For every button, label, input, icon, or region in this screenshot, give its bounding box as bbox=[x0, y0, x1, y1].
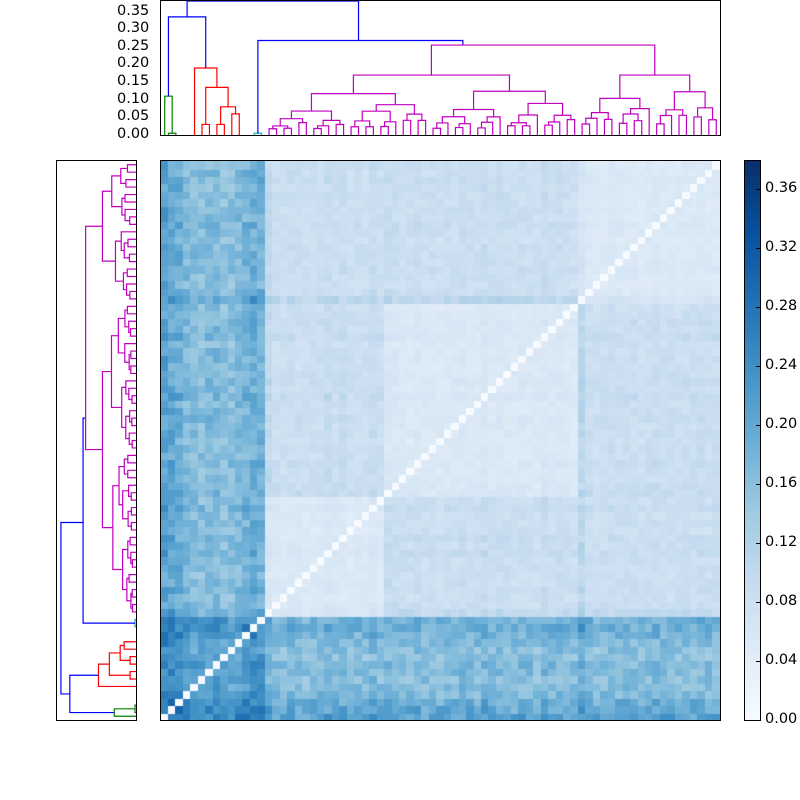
top-dendrogram-tick-label: 0.05 bbox=[117, 108, 150, 125]
colorbar-tick-mark bbox=[756, 602, 761, 604]
top-dendrogram-tick-label: 0.20 bbox=[117, 55, 150, 72]
left-dendrogram bbox=[56, 160, 137, 721]
colorbar-tick-mark bbox=[756, 189, 761, 191]
colorbar-tick-label: 0.32 bbox=[765, 239, 798, 256]
colorbar-tick-label: 0.24 bbox=[765, 357, 798, 374]
colorbar bbox=[744, 160, 761, 721]
colorbar-tick-label: 0.16 bbox=[765, 475, 798, 492]
colorbar-tick-label: 0.36 bbox=[765, 180, 798, 197]
top-dendrogram-tick-label: 0.10 bbox=[117, 90, 150, 107]
colorbar-tick-label: 0.20 bbox=[765, 416, 798, 433]
left-dendrogram-plot bbox=[60, 164, 136, 717]
top-dendrogram-tick-label: 0.35 bbox=[117, 2, 150, 19]
colorbar-tick-label: 0.04 bbox=[765, 652, 798, 669]
colorbar-tick-mark bbox=[756, 543, 761, 545]
colorbar-tick-mark bbox=[756, 661, 761, 663]
colorbar-tick-mark bbox=[756, 248, 761, 250]
colorbar-tick-mark bbox=[756, 307, 761, 309]
colorbar-tick-mark bbox=[756, 425, 761, 427]
top-dendrogram bbox=[160, 0, 721, 136]
top-dendrogram-tick-label: 0.30 bbox=[117, 20, 150, 37]
heatmap-matrix bbox=[160, 160, 721, 721]
top-dendrogram-tick-label: 0.00 bbox=[117, 126, 150, 142]
colorbar-tick-label: 0.12 bbox=[765, 534, 798, 551]
colorbar-tick-label: 0.28 bbox=[765, 298, 798, 315]
top-dendrogram-tick-label: 0.25 bbox=[117, 37, 150, 54]
colorbar-tick-label: 0.08 bbox=[765, 593, 798, 610]
colorbar-tick-mark bbox=[756, 484, 761, 486]
colorbar-tick-label: 0.00 bbox=[765, 711, 798, 727]
top-dendrogram-tick-label: 0.15 bbox=[117, 73, 150, 90]
colorbar-tick-mark bbox=[756, 720, 761, 721]
top-dendrogram-plot bbox=[164, 1, 717, 135]
colorbar-tick-mark bbox=[756, 366, 761, 368]
heatmap-canvas bbox=[161, 161, 720, 720]
colorbar-gradient bbox=[745, 161, 760, 720]
